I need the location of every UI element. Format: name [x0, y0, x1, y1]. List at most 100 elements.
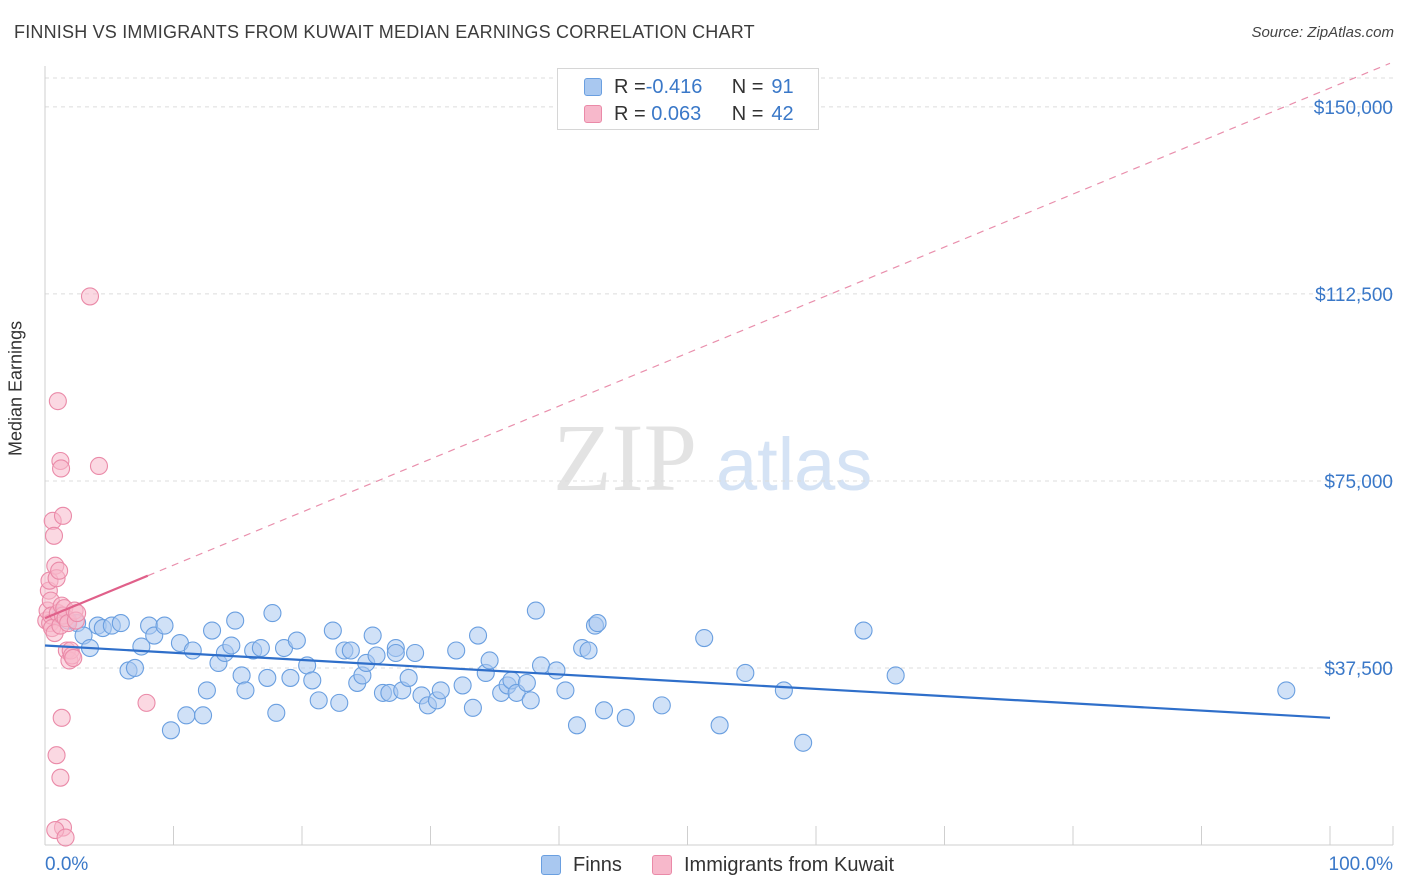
- finns-point: [236, 681, 255, 700]
- finns-n-label: N =: [731, 75, 764, 98]
- finns-point: [588, 614, 607, 633]
- finns-point: [1277, 681, 1296, 700]
- finns-point: [579, 641, 598, 660]
- kuwait-trend-line: [44, 574, 149, 620]
- x-tick-label-end: 100.0%: [1329, 854, 1394, 875]
- finns-point: [547, 661, 566, 680]
- finns-point: [695, 628, 714, 648]
- finns-swatch: [584, 78, 602, 96]
- finns-point: [232, 666, 251, 685]
- finns-legend-swatch: [541, 855, 561, 875]
- finns-point: [197, 681, 216, 700]
- finns-point: [222, 636, 241, 655]
- finns-point: [194, 706, 213, 725]
- finns-point: [341, 641, 360, 660]
- finns-point: [480, 651, 499, 670]
- finns-point: [177, 706, 196, 725]
- kuwait-n-value: 42: [771, 102, 794, 125]
- finns-point: [161, 721, 180, 740]
- watermark-zip: ZIP: [553, 404, 697, 511]
- finns-point: [710, 716, 729, 735]
- finns-point: [183, 641, 202, 660]
- finns-point: [594, 701, 614, 720]
- finns-point: [736, 663, 755, 682]
- finns-point: [367, 646, 386, 665]
- finns-point: [399, 668, 418, 687]
- finns-point: [281, 668, 300, 687]
- correlation-legend: R = -0.416 N = 91 R = 0.063 N = 42: [557, 68, 819, 130]
- legend-row-finns: R = -0.416 N = 91: [584, 75, 794, 99]
- kuwait-legend-swatch: [652, 855, 672, 875]
- finns-point: [406, 643, 425, 663]
- finns-point: [521, 691, 540, 710]
- kuwait-trend-extension: [147, 62, 1391, 577]
- finns-point: [155, 616, 174, 635]
- y-tick-label: $75,000: [1324, 472, 1393, 493]
- kuwait-point: [51, 768, 70, 787]
- kuwait-legend-label: Immigrants from Kuwait: [684, 853, 895, 876]
- finns-point: [886, 666, 905, 685]
- finns-point: [203, 621, 222, 640]
- finns-point: [330, 693, 349, 712]
- finns-point: [287, 631, 306, 650]
- kuwait-point: [52, 708, 71, 727]
- source-credit: Source: ZipAtlas.com: [1251, 24, 1394, 41]
- kuwait-point: [50, 561, 69, 580]
- finns-point: [652, 696, 671, 715]
- watermark-atlas: atlas: [716, 423, 872, 506]
- finns-point: [267, 703, 286, 722]
- finns-r-label: R =: [614, 75, 646, 98]
- bottom-legend-kuwait: Immigrants from Kuwait: [652, 852, 894, 878]
- y-tick-label: $112,500: [1315, 285, 1393, 306]
- y-tick-label: $150,000: [1314, 98, 1393, 119]
- y-tick-label: $37,500: [1324, 659, 1393, 680]
- finns-point: [447, 641, 466, 660]
- finns-n-value: 91: [771, 75, 794, 98]
- kuwait-point: [48, 392, 67, 411]
- finns-r-value: -0.416: [645, 75, 703, 98]
- kuwait-r-value: 0.063: [645, 102, 702, 125]
- kuwait-point: [56, 828, 75, 847]
- kuwait-n-label: N =: [731, 102, 764, 125]
- finns-point: [517, 673, 536, 692]
- finns-point: [303, 671, 322, 690]
- kuwait-point: [53, 506, 73, 525]
- finns-point: [258, 668, 277, 687]
- finns-point: [526, 601, 545, 620]
- finns-point: [226, 611, 245, 630]
- finns-point: [263, 604, 282, 623]
- kuwait-point: [137, 693, 156, 712]
- kuwait-point: [47, 746, 66, 765]
- kuwait-point: [44, 526, 64, 545]
- chart-title: FINNISH VS IMMIGRANTS FROM KUWAIT MEDIAN…: [14, 22, 755, 42]
- y-axis-label: Median Earnings: [5, 320, 26, 456]
- finns-legend-label: Finns: [573, 853, 622, 876]
- finns-point: [556, 681, 575, 700]
- finns-point: [794, 733, 813, 752]
- kuwait-r-label: R =: [614, 102, 646, 125]
- finns-point: [309, 691, 328, 710]
- finns-point: [251, 638, 270, 658]
- finns-point: [616, 708, 635, 727]
- finns-point: [111, 614, 130, 633]
- finns-point: [386, 643, 405, 663]
- finns-point: [431, 681, 450, 700]
- kuwait-point: [64, 648, 83, 668]
- bottom-legend-finns: Finns: [541, 852, 622, 878]
- finns-trend-line: [44, 644, 1331, 719]
- finns-point: [125, 658, 144, 678]
- kuwait-point: [52, 459, 71, 478]
- finns-point: [453, 676, 472, 695]
- finns-point: [567, 716, 587, 735]
- finns-point: [774, 681, 793, 700]
- finns-point: [323, 621, 342, 640]
- finns-point: [363, 626, 382, 645]
- kuwait-point: [89, 456, 109, 476]
- x-tick-label-start: 0.0%: [45, 854, 88, 875]
- finns-point: [468, 626, 488, 645]
- finns-point: [854, 621, 873, 640]
- finns-point: [531, 656, 551, 675]
- finns-point: [463, 698, 482, 717]
- legend-row-kuwait: R = 0.063 N = 42: [584, 102, 794, 126]
